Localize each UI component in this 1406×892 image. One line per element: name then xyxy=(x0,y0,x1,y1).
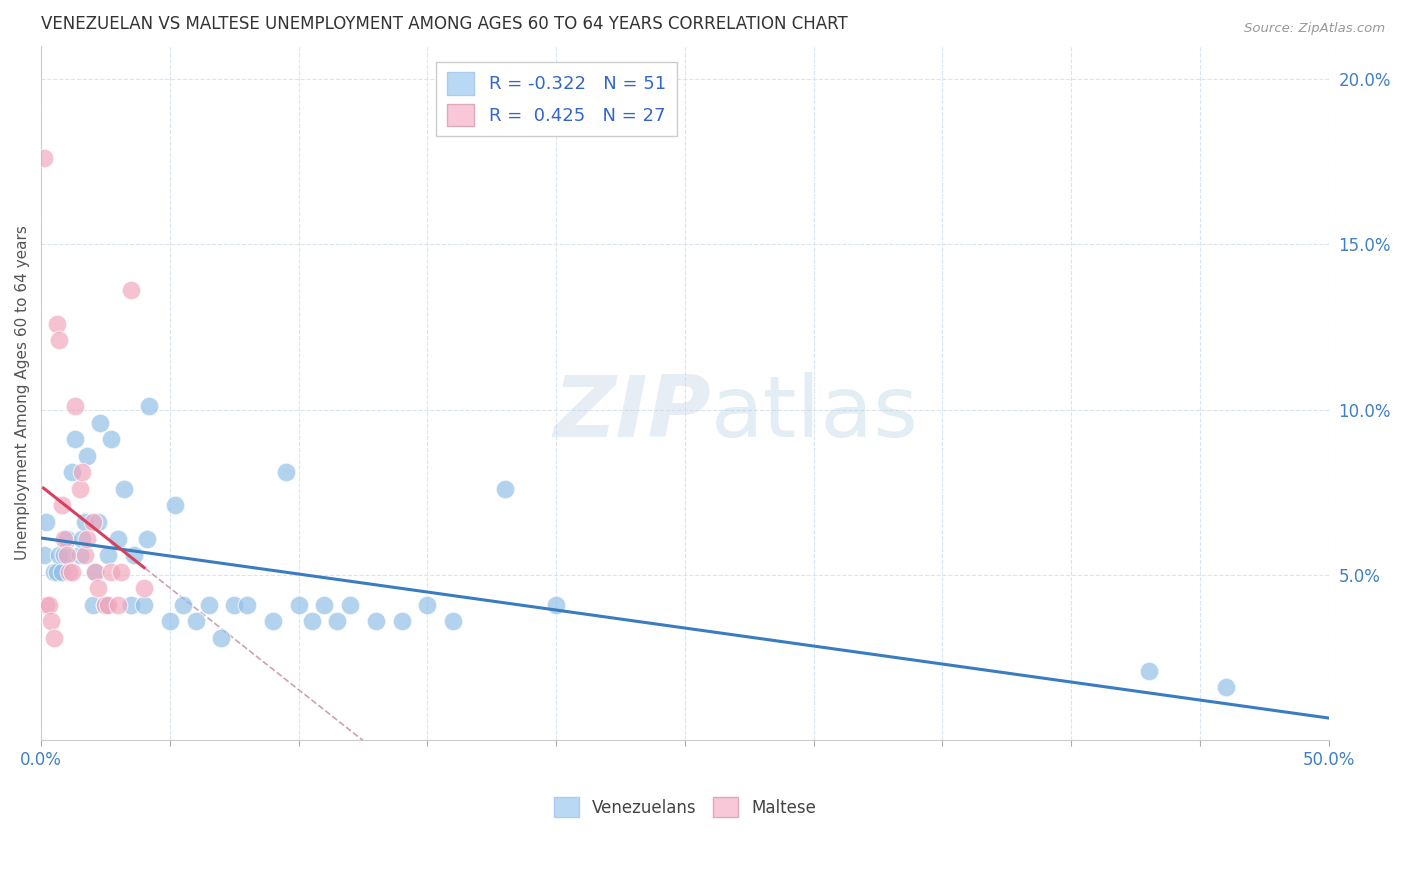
Point xyxy=(76,449,98,463)
Point xyxy=(172,598,194,612)
Point xyxy=(546,598,568,612)
Point xyxy=(45,565,67,579)
Point xyxy=(120,284,142,298)
Point xyxy=(56,548,79,562)
Point xyxy=(197,598,219,612)
Point xyxy=(60,565,83,579)
Point xyxy=(38,598,60,612)
Point xyxy=(42,631,65,645)
Point xyxy=(69,548,91,562)
Point xyxy=(76,532,98,546)
Legend: Venezuelans, Maltese: Venezuelans, Maltese xyxy=(547,790,823,824)
Point xyxy=(73,515,96,529)
Point xyxy=(135,532,157,546)
Point xyxy=(84,565,107,579)
Point xyxy=(94,598,117,612)
Point xyxy=(163,499,186,513)
Y-axis label: Unemployment Among Ages 60 to 64 years: Unemployment Among Ages 60 to 64 years xyxy=(15,226,30,560)
Point xyxy=(73,548,96,562)
Point xyxy=(69,482,91,496)
Point xyxy=(287,598,309,612)
Point xyxy=(97,548,120,562)
Point xyxy=(58,565,80,579)
Point xyxy=(120,598,142,612)
Point xyxy=(110,565,132,579)
Point xyxy=(35,515,58,529)
Point xyxy=(89,416,111,430)
Point xyxy=(94,598,117,612)
Point xyxy=(53,532,76,546)
Point xyxy=(416,598,439,612)
Point xyxy=(262,614,284,628)
Point xyxy=(82,515,104,529)
Point xyxy=(51,565,73,579)
Point xyxy=(339,598,361,612)
Text: atlas: atlas xyxy=(710,372,918,455)
Point xyxy=(494,482,516,496)
Point xyxy=(236,598,259,612)
Point xyxy=(159,614,181,628)
Point xyxy=(45,317,67,331)
Point xyxy=(87,515,110,529)
Point xyxy=(63,432,86,446)
Point xyxy=(1137,664,1160,678)
Point xyxy=(100,432,122,446)
Point xyxy=(1215,681,1237,695)
Point xyxy=(60,466,83,480)
Text: Source: ZipAtlas.com: Source: ZipAtlas.com xyxy=(1244,22,1385,36)
Point xyxy=(224,598,246,612)
Point xyxy=(122,548,145,562)
Point xyxy=(84,565,107,579)
Point xyxy=(326,614,349,628)
Point xyxy=(391,614,413,628)
Point xyxy=(100,565,122,579)
Point xyxy=(72,532,94,546)
Point xyxy=(63,399,86,413)
Point xyxy=(301,614,323,628)
Point xyxy=(51,499,73,513)
Point xyxy=(314,598,336,612)
Text: ZIP: ZIP xyxy=(553,372,710,455)
Point xyxy=(107,598,129,612)
Point xyxy=(32,151,55,165)
Point xyxy=(134,598,156,612)
Point xyxy=(209,631,232,645)
Point xyxy=(72,466,94,480)
Point xyxy=(134,581,156,595)
Point xyxy=(41,614,63,628)
Point xyxy=(53,548,76,562)
Point xyxy=(35,598,58,612)
Point xyxy=(138,399,160,413)
Point xyxy=(32,548,55,562)
Point xyxy=(42,565,65,579)
Point xyxy=(274,466,297,480)
Point xyxy=(48,548,70,562)
Point xyxy=(56,532,79,546)
Point xyxy=(82,598,104,612)
Point xyxy=(87,581,110,595)
Point xyxy=(441,614,464,628)
Point xyxy=(48,333,70,347)
Point xyxy=(112,482,135,496)
Text: VENEZUELAN VS MALTESE UNEMPLOYMENT AMONG AGES 60 TO 64 YEARS CORRELATION CHART: VENEZUELAN VS MALTESE UNEMPLOYMENT AMONG… xyxy=(41,15,848,33)
Point xyxy=(107,532,129,546)
Point xyxy=(364,614,387,628)
Point xyxy=(97,598,120,612)
Point xyxy=(184,614,207,628)
